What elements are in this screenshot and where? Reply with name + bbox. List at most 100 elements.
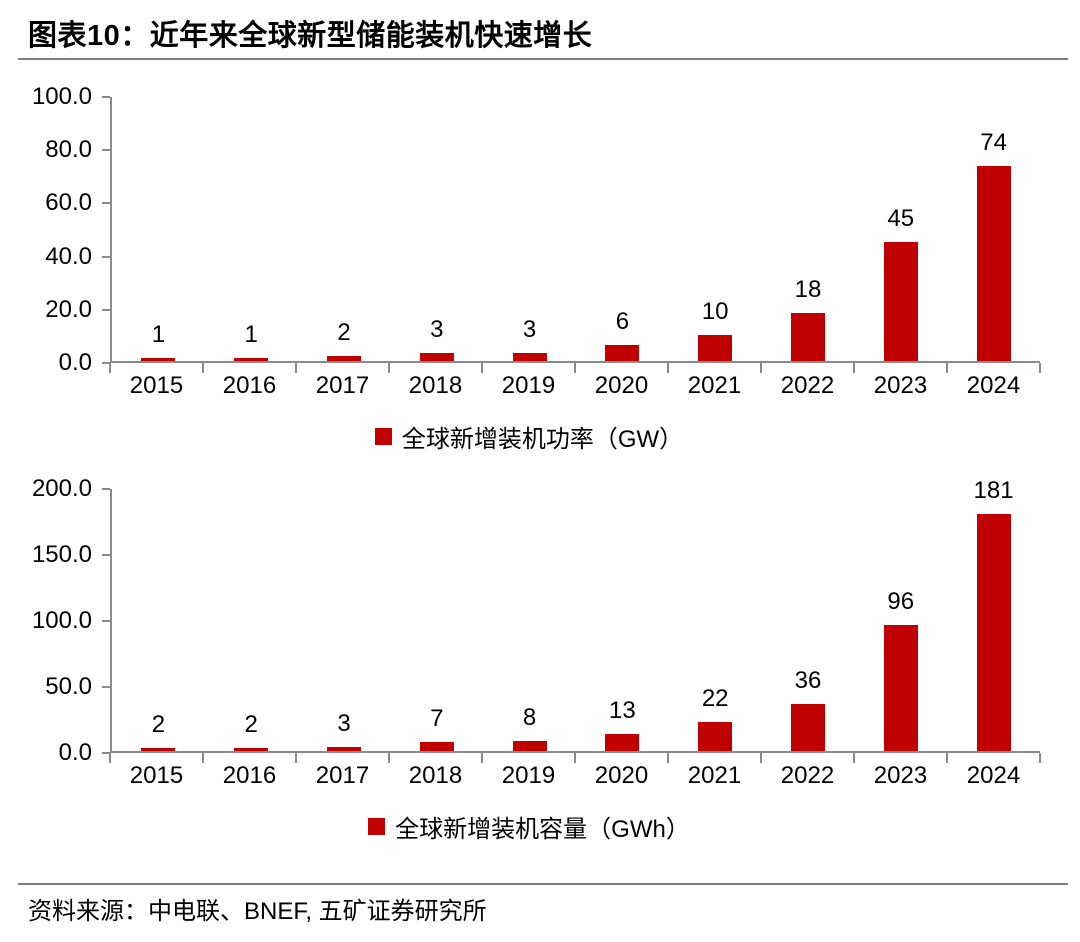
x-axis-label: 2024 (966, 762, 1021, 789)
x-axis-labels: 2015 2016 2017 2018 2019 2020 2021 2022 2023 2024 (110, 369, 1040, 403)
bar-group-2019: 8 (483, 489, 576, 751)
bar-group-2015: 2 (112, 489, 205, 751)
bar-2017 (326, 747, 361, 751)
bar-2021 (698, 722, 733, 751)
y-tick: 0.0 (59, 349, 110, 377)
bar-2020 (605, 345, 640, 361)
bar-group-2016: 1 (205, 97, 298, 361)
bar-group-2019: 3 (483, 97, 576, 361)
legend-label: 全球新增装机容量（GWh） (395, 815, 690, 843)
bar-2015 (141, 358, 176, 361)
bar-value-label: 18 (794, 276, 822, 304)
bar-group-2017: 2 (298, 97, 391, 361)
bar-2024 (976, 165, 1011, 361)
x-axis-tick (202, 363, 204, 373)
bar-value-label: 181 (973, 476, 1014, 504)
y-tick: 0.0 (59, 739, 110, 767)
bar-value-label: 3 (337, 710, 351, 738)
y-tick-label: 40.0 (45, 242, 92, 270)
bar-value-label: 6 (615, 308, 630, 336)
bar-2015 (141, 748, 176, 751)
bar-2022 (790, 703, 825, 751)
y-tick: 100.0 (32, 607, 110, 635)
x-axis-label: 2018 (408, 762, 463, 789)
legend-swatch-icon (374, 427, 392, 445)
y-tick: 100.0 (32, 83, 110, 111)
bars: 1 1 2 3 3 6 10 18 45 74 (112, 97, 1040, 361)
chart-legend: 全球新增装机功率（GW） (18, 419, 1040, 453)
bar-2023 (883, 625, 918, 751)
bar-group-2022: 36 (762, 489, 855, 751)
x-axis-label: 2019 (501, 372, 556, 399)
bar-2017 (326, 355, 361, 361)
bar-group-2016: 2 (205, 489, 298, 751)
chart-area: 100.0 80.0 60.0 40.0 20.0 0.0 1 1 2 3 3 6 10 18 45 74 (18, 83, 1041, 376)
x-axis-label: 2020 (594, 372, 649, 399)
y-tick-label: 0.0 (58, 349, 92, 376)
y-tick: 200.0 (32, 475, 110, 503)
bar-2021 (698, 334, 733, 361)
x-axis-label: 2015 (129, 762, 184, 789)
bar-2020 (605, 733, 640, 751)
y-tick-label: 100.0 (31, 83, 92, 110)
y-tick: 150.0 (32, 541, 110, 569)
y-tick-label: 20.0 (45, 295, 92, 323)
x-axis-tick (574, 753, 576, 763)
y-axis: 100.0 80.0 60.0 40.0 20.0 0.0 (18, 83, 110, 376)
y-tick-mark (102, 686, 110, 688)
x-axis-ticks (109, 361, 1041, 374)
x-axis-label: 2017 (315, 762, 370, 789)
x-axis-label: 2020 (594, 762, 649, 789)
x-axis-tick (481, 363, 483, 373)
bar-2016 (234, 358, 269, 361)
bar-value-label: 2 (244, 711, 258, 739)
x-axis-label: 2023 (873, 372, 928, 399)
x-axis-label: 2018 (408, 372, 463, 399)
x-axis-tick (481, 753, 483, 763)
source-note: 资料来源：中电联、BNEF, 五矿证券研究所 (28, 898, 487, 925)
bar-2019 (512, 353, 547, 361)
bar-group-2018: 7 (390, 489, 483, 751)
x-axis-tick (388, 363, 390, 373)
x-axis-label: 2015 (129, 372, 184, 399)
x-axis-tick (295, 363, 297, 373)
bar-group-2021: 22 (669, 489, 762, 751)
y-tick-mark (102, 488, 110, 490)
x-axis-label: 2016 (222, 762, 277, 789)
x-axis-tick (1039, 363, 1041, 373)
bar-value-label: 7 (430, 704, 444, 732)
x-axis-tick (574, 363, 576, 373)
legend-swatch-icon (368, 817, 386, 835)
x-axis-tick (388, 753, 390, 763)
charts-container: 100.0 80.0 60.0 40.0 20.0 0.0 1 1 2 3 3 6 10 18 45 74 … (0, 83, 1080, 843)
bar-group-2022: 18 (762, 97, 855, 361)
bar-group-2023: 45 (854, 97, 947, 361)
y-tick-mark (102, 96, 110, 98)
plot-area: 2 2 3 7 8 13 22 36 96 181 (109, 477, 1041, 763)
x-axis-label: 2017 (315, 372, 370, 399)
bar-value-label: 3 (522, 316, 537, 344)
bar-2023 (883, 242, 918, 361)
legend-label: 全球新增装机功率（GW） (401, 425, 684, 453)
y-axis: 200.0 150.0 100.0 50.0 0.0 (18, 475, 110, 766)
bar-group-2015: 1 (112, 97, 205, 361)
bar-group-2024: 181 (947, 477, 1040, 751)
x-axis-tick (295, 753, 297, 763)
x-axis-tick (853, 363, 855, 373)
bar-group-2023: 96 (854, 489, 947, 751)
y-tick: 40.0 (45, 243, 110, 271)
x-axis-tick (946, 753, 948, 763)
x-axis-tick (760, 753, 762, 763)
x-axis-tick (202, 753, 204, 763)
y-tick: 80.0 (45, 136, 110, 164)
bar-value-label: 2 (337, 318, 351, 346)
x-axis-tick (667, 363, 669, 373)
bar-chart-capacity-gwh: 200.0 150.0 100.0 50.0 0.0 2 2 3 7 8 13 22 36 96 181 … (18, 475, 1041, 843)
x-axis-tick (109, 363, 111, 373)
bar-group-2020: 6 (576, 97, 669, 361)
y-tick-label: 60.0 (45, 189, 92, 217)
x-axis-label: 2016 (222, 372, 277, 399)
x-axis-label: 2021 (687, 372, 742, 399)
bar-group-2021: 10 (669, 97, 762, 361)
